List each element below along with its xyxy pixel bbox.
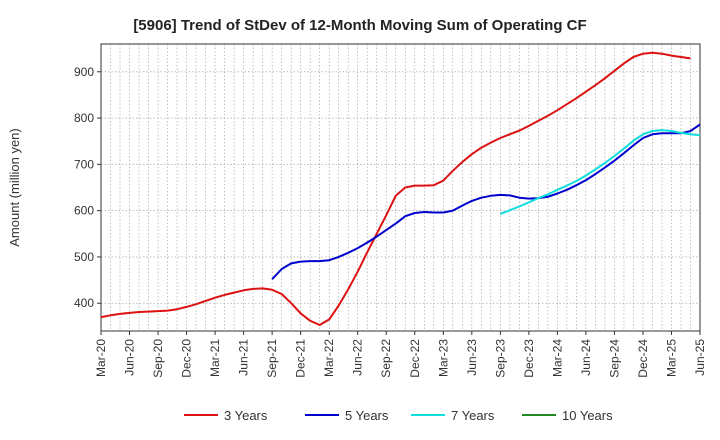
x-tick-label: Sep-22 [379, 339, 393, 378]
y-tick-label: 900 [74, 65, 94, 79]
x-tick-label: Jun-22 [351, 339, 365, 376]
x-tick-label: Sep-23 [493, 339, 507, 378]
plot-frame [100, 43, 701, 332]
x-axis-ticks: Mar-20 Jun-20 Sep-20 Dec-20 Mar-21 Jun-21 Sep-… [94, 331, 707, 378]
x-tick-label: Mar-23 [436, 339, 450, 377]
series-line-1 [100, 51, 691, 326]
x-tick-label: Dec-24 [636, 339, 650, 378]
x-tick-label: Jun-24 [579, 339, 593, 376]
x-tick-label: Jun-23 [465, 339, 479, 376]
y-tick-label: 500 [74, 250, 94, 264]
x-tick-label: Dec-20 [180, 339, 194, 378]
series-line-2 [271, 123, 701, 280]
legend-label-4: 10 Years [562, 408, 613, 423]
series-line-3 [499, 129, 701, 215]
y-tick-label: 700 [74, 157, 94, 171]
y-tick-label: 800 [74, 111, 94, 125]
x-tick-label: Mar-25 [664, 339, 678, 377]
legend-label-3: 7 Years [451, 408, 495, 423]
x-tick-label: Jun-20 [123, 339, 137, 376]
x-tick-label: Dec-23 [522, 339, 536, 378]
x-tick-label: Mar-21 [208, 339, 222, 377]
x-tick-label: Sep-21 [265, 339, 279, 378]
x-tick-label: Mar-20 [94, 339, 108, 377]
x-tick-label: Sep-24 [607, 339, 621, 378]
x-tick-label: Dec-21 [294, 339, 308, 378]
series-layer [100, 51, 701, 326]
y-axis-ticks: 400 500 600 700 800 900 [74, 65, 101, 310]
legend: 3 Years 5 Years 7 Years 10 Years [184, 408, 613, 423]
x-tick-label: Mar-22 [322, 339, 336, 377]
y-tick-label: 600 [74, 204, 94, 218]
x-tick-label: Mar-24 [550, 339, 564, 377]
y-tick-label: 400 [74, 296, 94, 310]
y-axis-label: Amount (million yen) [7, 128, 22, 247]
x-tick-label: Jun-21 [237, 339, 251, 376]
grid [100, 44, 701, 331]
x-tick-label: Jun-25 [693, 339, 707, 376]
chart-title: [5906] Trend of StDev of 12-Month Moving… [133, 17, 586, 34]
x-tick-label: Sep-20 [151, 339, 165, 378]
legend-label-1: 3 Years [224, 408, 268, 423]
legend-label-2: 5 Years [345, 408, 389, 423]
x-tick-label: Dec-22 [408, 339, 422, 378]
